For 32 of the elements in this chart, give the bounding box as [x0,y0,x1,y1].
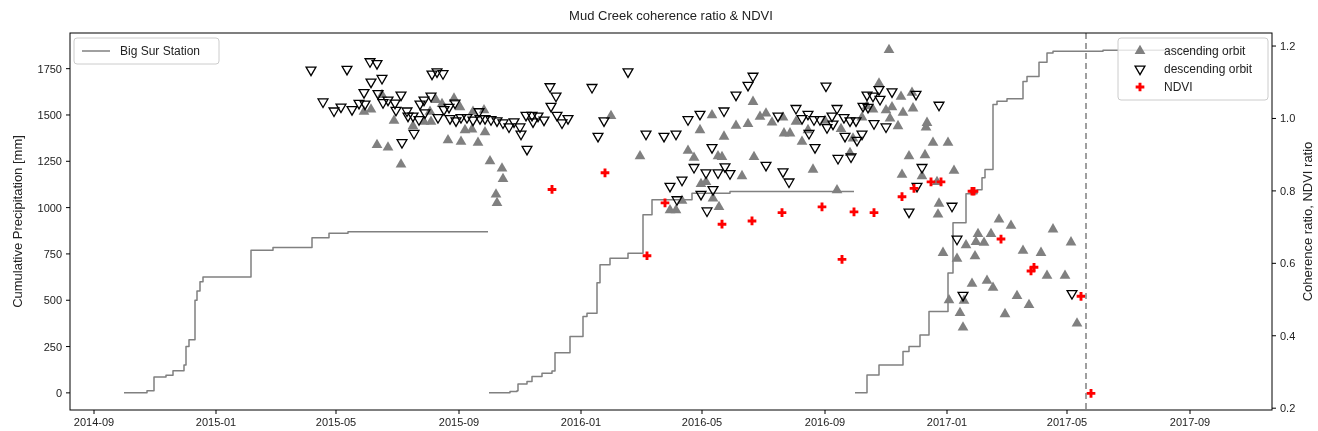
chart-title: Mud Creek coherence ratio & NDVI [569,8,773,23]
line-series [123,230,489,394]
x-tick-label: 2014-09 [73,416,115,428]
y-tick-label: 0 [55,386,62,399]
y-tick-label: 500 [43,294,62,307]
x-tick-label: 2017-01 [926,416,968,428]
y-tick-label: 1000 [37,201,62,214]
y-tick-label: 1750 [37,62,62,75]
y2-tick-label: 1.0 [1280,112,1296,125]
x-tick-label: 2016-09 [804,416,846,428]
x-tick-label: 2017-09 [1169,416,1211,428]
legend-label: NDVI [1164,80,1193,94]
y-tick-label: 1500 [37,108,62,121]
y2-tick-label: 0.8 [1280,184,1296,197]
y2-tick-label: 1.2 [1280,40,1296,53]
y2-tick-label: 0.6 [1280,257,1296,270]
x-tick-label: 2016-05 [681,416,723,428]
legend-label: ascending orbit [1164,44,1247,58]
y-tick-label: 250 [43,340,62,353]
x-tick-label: 2015-01 [195,416,237,428]
y2-tick-label: 0.2 [1280,402,1296,415]
x-tick-label: 2016-01 [560,416,602,428]
y2-axis-title: Coherence ratio, NDVI ratio [1300,141,1315,302]
legend-label: descending orbit [1164,62,1253,76]
x-tick-label: 2015-05 [315,416,357,428]
x-tick-label: 2017-05 [1046,416,1088,428]
y2-tick-label: 0.4 [1280,329,1296,342]
y-tick-label: 1250 [37,155,62,168]
y-tick-label: 750 [43,247,62,260]
y-axis-title: Cumulative Precipitation [mm] [10,135,25,308]
x-tick-label: 2015-09 [438,416,480,428]
legend-label: Big Sur Station [120,44,201,58]
